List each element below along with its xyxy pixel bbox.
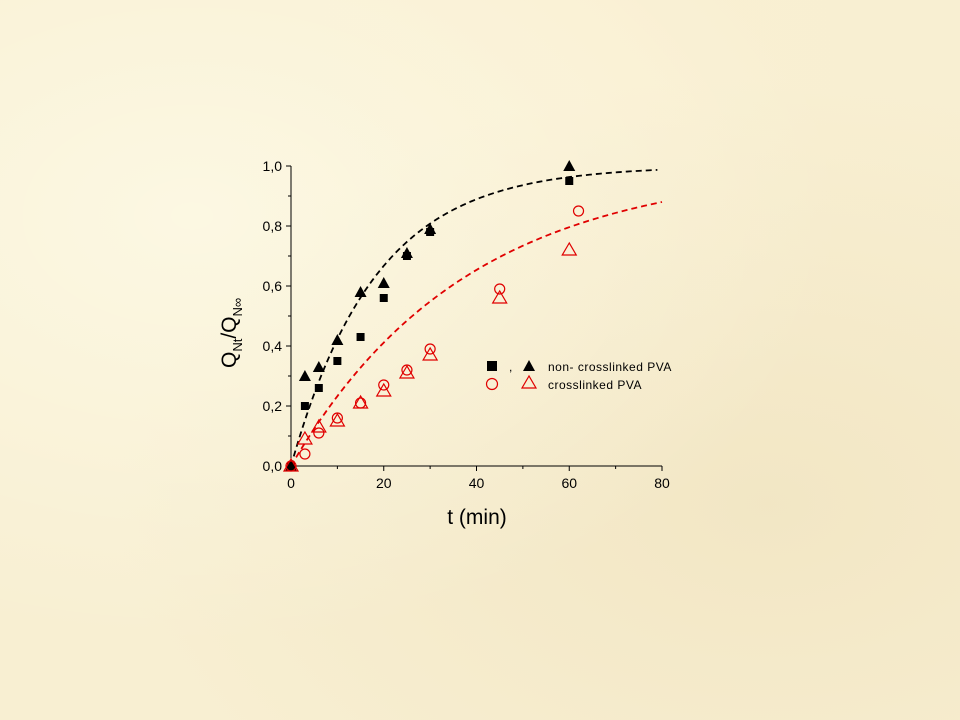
x-axis-label: t (min) xyxy=(447,506,507,529)
marker-triangle-open xyxy=(398,364,415,379)
y-tick-label: 0,6 xyxy=(263,278,283,294)
marker-square-filled xyxy=(356,333,365,341)
marker-triangle-open xyxy=(375,382,392,397)
marker-triangle-filled xyxy=(312,361,325,372)
marker-circle-open xyxy=(572,205,585,217)
axes: 0,0 0,2 0,4 0,6 0,8 1,0 0 20 40 60 80 xyxy=(263,158,670,491)
x-tick-label: 20 xyxy=(376,475,392,491)
svg-text:QNt/QN∞: QNt/QN∞ xyxy=(218,298,245,368)
marker-square-filled xyxy=(333,357,342,365)
legend-circle-open-marker xyxy=(485,377,499,391)
marker-triangle-open xyxy=(282,457,300,472)
y-tick-label: 0,0 xyxy=(263,458,283,474)
legend: , non- crosslinked PVA crosslinked PVA xyxy=(485,360,672,392)
y-label-sub-nt: Nt xyxy=(230,338,245,351)
x-tick-label: 40 xyxy=(469,475,485,491)
legend-triangle-open-marker xyxy=(520,374,538,389)
legend-triangle-filled-marker xyxy=(523,360,535,371)
marker-triangle-open xyxy=(329,412,346,427)
y-tick-label: 0,2 xyxy=(263,398,283,414)
legend-square-marker xyxy=(487,361,497,371)
legend-label-crosslinked: crosslinked PVA xyxy=(548,378,642,392)
y-tick-label: 1,0 xyxy=(263,158,283,174)
marker-square-filled xyxy=(300,402,309,410)
y-label-q: Q xyxy=(218,352,241,368)
marker-triangle-filled xyxy=(400,247,413,258)
marker-circle-open xyxy=(313,427,325,439)
marker-circle-open xyxy=(494,283,506,295)
marker-triangle-filled xyxy=(298,370,311,381)
fit-curve-2 xyxy=(290,201,663,467)
marker-triangle-open xyxy=(352,394,369,409)
data-points xyxy=(282,160,585,472)
marker-triangle-filled xyxy=(424,223,437,234)
marker-triangle-filled xyxy=(377,277,390,288)
x-tick-label: 80 xyxy=(654,475,670,491)
marker-triangle-open xyxy=(491,289,508,304)
y-tick-label: 0,8 xyxy=(263,218,283,234)
fit-curve-1 xyxy=(290,168,658,467)
y-label-sep: /Q xyxy=(218,316,241,338)
marker-circle-open xyxy=(424,343,436,355)
marker-circle-open xyxy=(299,448,311,460)
y-axis-label: QNt/QN∞ xyxy=(218,298,245,368)
marker-circle-open xyxy=(378,379,390,391)
marker-triangle-open xyxy=(561,241,578,256)
marker-triangle-open xyxy=(296,430,313,445)
marker-square-filled xyxy=(314,384,323,392)
marker-triangle-open xyxy=(310,418,327,433)
y-label-sub-ninf: N∞ xyxy=(230,298,245,317)
marker-triangle-filled xyxy=(285,460,297,471)
marker-triangle-filled xyxy=(354,286,367,297)
marker-square-filled xyxy=(379,294,388,302)
x-tick-label: 60 xyxy=(561,475,577,491)
fit-curves xyxy=(290,168,663,467)
legend-label-non-crosslinked: non- crosslinked PVA xyxy=(548,360,672,374)
marker-triangle-filled xyxy=(331,334,344,345)
x-tick-label: 0 xyxy=(287,475,295,491)
marker-square-filled xyxy=(565,177,574,185)
marker-triangle-filled xyxy=(563,160,576,171)
marker-triangle-open xyxy=(422,346,439,361)
y-tick-label: 0,4 xyxy=(263,338,283,354)
legend-separator: , xyxy=(509,360,513,374)
